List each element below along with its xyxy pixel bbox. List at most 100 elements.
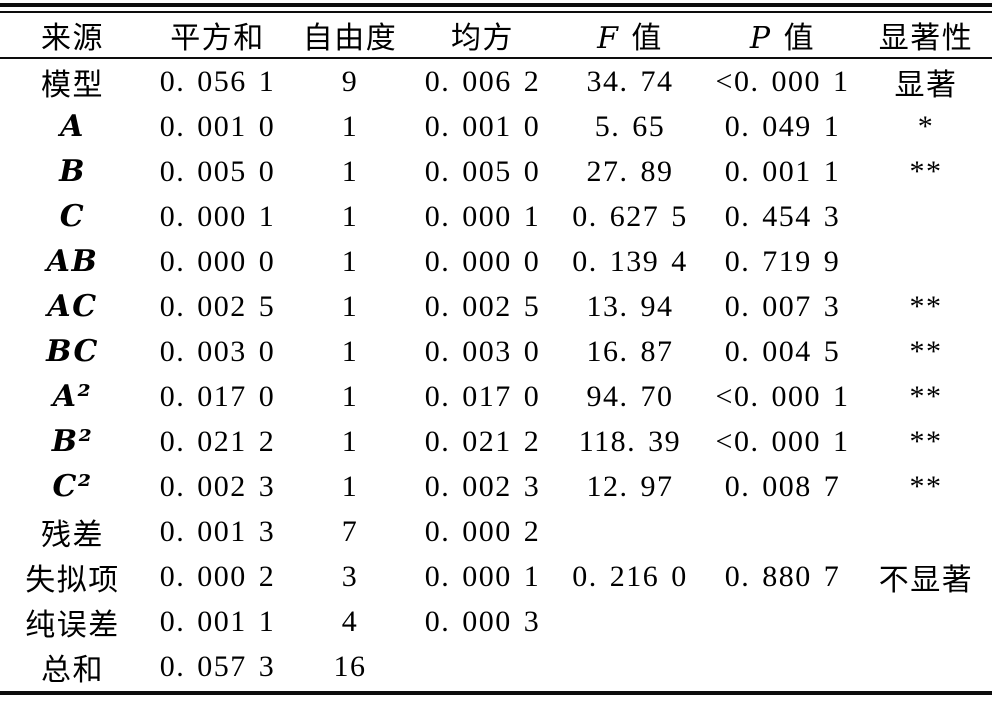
cell-p-value — [705, 644, 860, 689]
cell-p-value: 0. 880 7 — [724, 559, 841, 593]
cell-source: C² — [52, 469, 93, 504]
cell-significance — [860, 644, 992, 689]
cell-df: 1 — [341, 154, 359, 188]
cell-df: 1 — [341, 289, 359, 323]
cell-source: C — [59, 199, 86, 234]
anova-table: 来源 平方和 自由度 均方 F 值 P 值 显著性 模型 0. 056 1 9 … — [0, 13, 992, 689]
cell-source: A — [60, 109, 85, 144]
cell-df: 1 — [341, 379, 359, 413]
cell-significance: ** — [909, 424, 943, 458]
cell-mean-square: 0. 006 2 — [424, 64, 541, 98]
cell-p-value — [705, 509, 860, 554]
cell-mean-square: 0. 000 1 — [424, 199, 541, 233]
cell-sum-of-squares: 0. 057 3 — [159, 649, 276, 683]
cell-source: B² — [51, 424, 94, 459]
table-row-b2: B² 0. 021 2 1 0. 021 2 118. 39 <0. 000 1… — [0, 419, 992, 464]
table-top-rule-thick — [0, 3, 992, 7]
cell-source: 总和 — [41, 653, 104, 687]
cell-significance: ** — [909, 334, 943, 368]
cell-f-value: 16. 87 — [586, 334, 674, 368]
table-row-ac: AC 0. 002 5 1 0. 002 5 13. 94 0. 007 3 *… — [0, 284, 992, 329]
cell-p-value: <0. 000 1 — [715, 424, 850, 458]
f-symbol: F — [597, 21, 620, 56]
cell-f-value: 12. 97 — [586, 469, 674, 503]
p-suffix: 值 — [771, 22, 816, 55]
cell-p-value: 0. 719 9 — [724, 244, 841, 278]
cell-sum-of-squares: 0. 001 3 — [159, 514, 276, 548]
cell-significance — [860, 194, 992, 239]
cell-mean-square: 0. 002 5 — [424, 289, 541, 323]
cell-p-value: 0. 454 3 — [724, 199, 841, 233]
cell-mean-square: 0. 000 1 — [424, 559, 541, 593]
cell-significance — [860, 599, 992, 644]
cell-df: 3 — [341, 559, 359, 593]
p-symbol: P — [749, 21, 772, 56]
cell-f-value: 5. 65 — [594, 109, 666, 143]
cell-significance: ** — [909, 469, 943, 503]
table-row-c2: C² 0. 002 3 1 0. 002 3 12. 97 0. 008 7 *… — [0, 464, 992, 509]
cell-mean-square: 0. 000 0 — [424, 244, 541, 278]
cell-sum-of-squares: 0. 001 0 — [159, 109, 276, 143]
cell-f-value: 0. 627 5 — [572, 199, 688, 233]
cell-df: 1 — [341, 109, 359, 143]
cell-significance: ** — [909, 379, 943, 413]
cell-source: 模型 — [41, 68, 104, 102]
cell-df: 1 — [341, 469, 359, 503]
cell-f-value: 34. 74 — [586, 64, 674, 98]
cell-f-value: 0. 139 4 — [572, 244, 688, 278]
table-row-pure-error: 纯误差 0. 001 1 4 0. 000 3 — [0, 599, 992, 644]
cell-sum-of-squares: 0. 002 3 — [159, 469, 276, 503]
cell-significance: * — [917, 109, 935, 143]
table-row-a2: A² 0. 017 0 1 0. 017 0 94. 70 <0. 000 1 … — [0, 374, 992, 419]
cell-mean-square: 0. 001 0 — [424, 109, 541, 143]
cell-sum-of-squares: 0. 000 2 — [159, 559, 276, 593]
cell-sum-of-squares: 0. 000 1 — [159, 199, 276, 233]
cell-p-value — [705, 599, 860, 644]
cell-f-value: 94. 70 — [586, 379, 674, 413]
cell-df: 4 — [341, 604, 359, 638]
cell-significance: ** — [909, 154, 943, 188]
cell-mean-square — [410, 644, 555, 689]
cell-df: 16 — [333, 649, 367, 683]
header-source: 来源 — [0, 13, 145, 59]
cell-mean-square: 0. 017 0 — [424, 379, 541, 413]
header-row: 来源 平方和 自由度 均方 F 值 P 值 显著性 — [0, 13, 992, 59]
cell-mean-square: 0. 005 0 — [424, 154, 541, 188]
cell-source: A² — [52, 379, 93, 414]
header-significance: 显著性 — [860, 13, 992, 59]
cell-sum-of-squares: 0. 003 0 — [159, 334, 276, 368]
cell-source: AC — [47, 289, 98, 324]
cell-source: AB — [46, 244, 99, 279]
cell-sum-of-squares: 0. 002 5 — [159, 289, 276, 323]
cell-df: 7 — [341, 514, 359, 548]
table-row-b: B 0. 005 0 1 0. 005 0 27. 89 0. 001 1 ** — [0, 149, 992, 194]
cell-mean-square: 0. 000 3 — [424, 604, 541, 638]
table-top-rule-thin — [0, 11, 992, 13]
cell-sum-of-squares: 0. 001 1 — [159, 604, 276, 638]
cell-f-value: 13. 94 — [586, 289, 674, 323]
table-row-a: A 0. 001 0 1 0. 001 0 5. 65 0. 049 1 * — [0, 104, 992, 149]
header-df: 自由度 — [290, 13, 410, 59]
cell-df: 1 — [341, 424, 359, 458]
cell-f-value: 118. 39 — [578, 424, 682, 458]
cell-f-value: 27. 89 — [586, 154, 674, 188]
table-row-model: 模型 0. 056 1 9 0. 006 2 34. 74 <0. 000 1 … — [0, 58, 992, 104]
cell-f-value — [555, 509, 705, 554]
table-bottom-rule — [0, 691, 992, 695]
cell-df: 1 — [341, 199, 359, 233]
table-row-lack-of-fit: 失拟项 0. 000 2 3 0. 000 1 0. 216 0 0. 880 … — [0, 554, 992, 599]
cell-significance — [860, 509, 992, 554]
cell-source: 残差 — [41, 518, 104, 552]
cell-mean-square: 0. 021 2 — [424, 424, 541, 458]
table-row-bc: BC 0. 003 0 1 0. 003 0 16. 87 0. 004 5 *… — [0, 329, 992, 374]
cell-p-value: 0. 004 5 — [724, 334, 841, 368]
cell-df: 9 — [341, 64, 359, 98]
header-mean-square: 均方 — [410, 13, 555, 59]
table-body: 模型 0. 056 1 9 0. 006 2 34. 74 <0. 000 1 … — [0, 58, 992, 689]
cell-significance: ** — [909, 289, 943, 323]
cell-f-value — [555, 644, 705, 689]
cell-sum-of-squares: 0. 005 0 — [159, 154, 276, 188]
cell-p-value: 0. 008 7 — [724, 469, 841, 503]
cell-source: BC — [46, 334, 99, 369]
